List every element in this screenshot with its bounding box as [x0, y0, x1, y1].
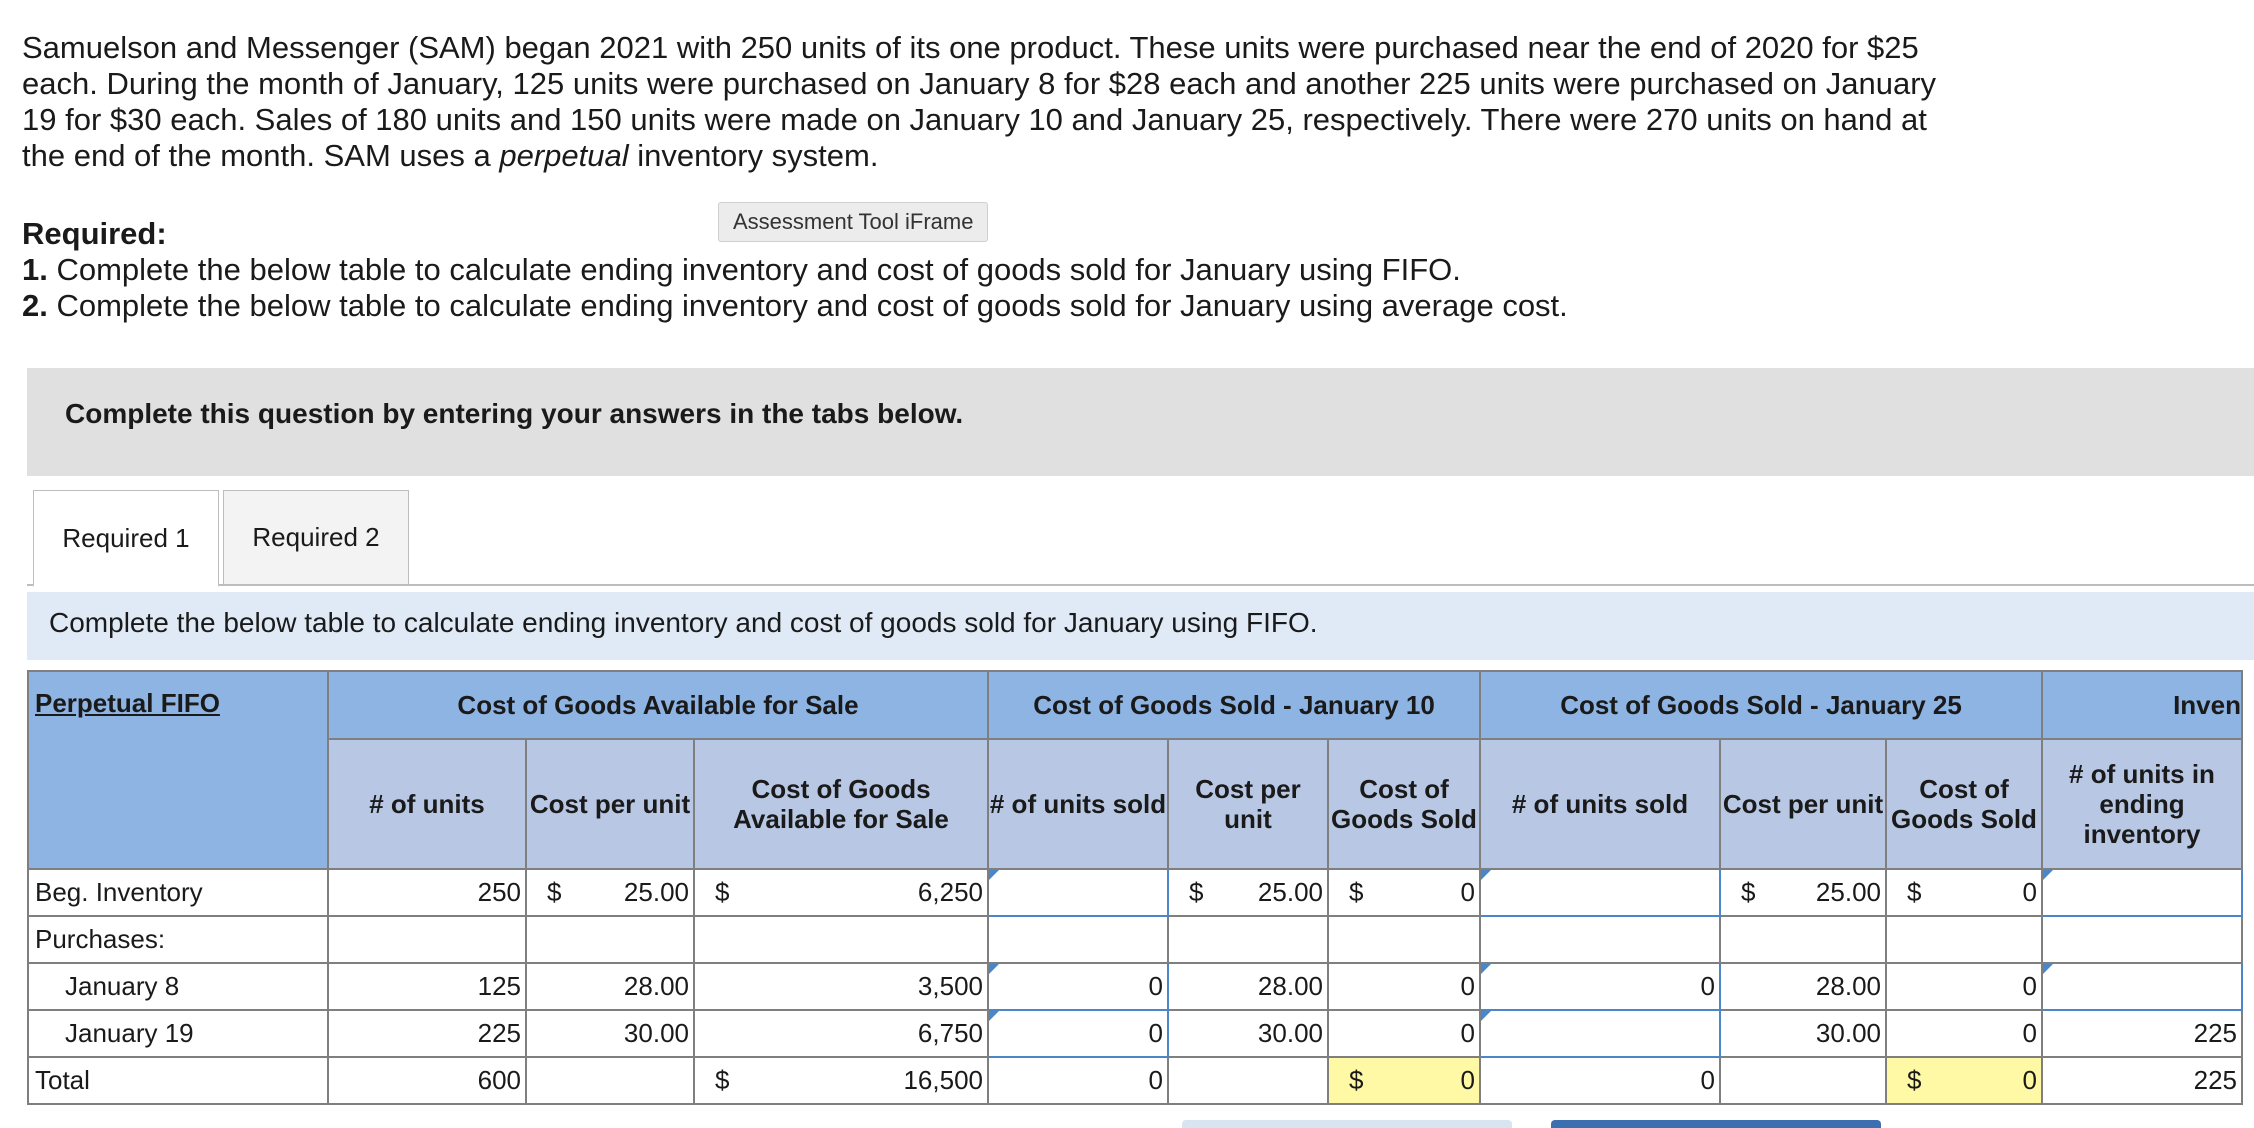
row-label: Purchases:: [27, 915, 329, 964]
cell-empty: [1167, 1056, 1329, 1105]
perpetual-fifo-link[interactable]: Perpetual FIFO: [27, 670, 329, 870]
required-item-2: 2. Complete the below table to calculate…: [22, 288, 1568, 323]
table-row: January 19 225 30.00 6,750 0 30.00 0 30.…: [27, 1009, 2243, 1058]
group-header-goods-available: Cost of Goods Available for Sale: [327, 670, 989, 740]
next-button[interactable]: [1551, 1120, 1881, 1128]
col-j25-cogs: Cost of Goods Sold: [1885, 738, 2043, 870]
tab-required-1[interactable]: Required 1: [33, 490, 219, 587]
cell-cost-per-unit: 30.00: [525, 1009, 695, 1058]
cell-units: 225: [327, 1009, 527, 1058]
cell-cost-per-unit: $25.00: [525, 868, 695, 917]
input-j25-units-sold[interactable]: [1479, 868, 1721, 917]
fifo-table: Perpetual FIFO Cost of Goods Available f…: [27, 670, 2243, 1105]
cell-cogas: 6,750: [693, 1009, 989, 1058]
input-j10-units-sold[interactable]: [987, 868, 1169, 917]
input-j10-units-sold[interactable]: 0: [987, 962, 1169, 1011]
cell-j10-cost-per-unit: 28.00: [1167, 962, 1329, 1011]
input-ending-units[interactable]: [2041, 868, 2243, 917]
cell-j25-cost-per-unit: 30.00: [1719, 1009, 1887, 1058]
cell-total-ending-units: 225: [2041, 1056, 2243, 1105]
group-header-cogs-jan25: Cost of Goods Sold - January 25: [1479, 670, 2043, 740]
col-cogas: Cost of Goods Available for Sale: [693, 738, 989, 870]
cell-empty: [525, 1056, 695, 1105]
cell-total-cogas: $16,500: [693, 1056, 989, 1105]
tab-divider: [27, 584, 2254, 586]
cell-j10-cogs: 0: [1327, 1009, 1481, 1058]
cell-empty: [1719, 1056, 1887, 1105]
cell-j10-cost-per-unit: 30.00: [1167, 1009, 1329, 1058]
col-units: # of units: [327, 738, 527, 870]
col-j10-units-sold: # of units sold: [987, 738, 1169, 870]
col-j10-cost-per-unit: Cost per unit: [1167, 738, 1329, 870]
cell-cogas: $6,250: [693, 868, 989, 917]
tab-required-2[interactable]: Required 2: [223, 490, 409, 584]
input-j10-units-sold[interactable]: 0: [987, 1009, 1169, 1058]
cell-j10-cogs: 0: [1327, 962, 1481, 1011]
cell-total-j10-cogs: $0: [1327, 1056, 1481, 1105]
banner-text: Complete this question by entering your …: [65, 398, 964, 429]
row-label: Total: [27, 1056, 329, 1105]
problem-statement: Samuelson and Messenger (SAM) began 2021…: [22, 30, 1942, 174]
row-label: January 19: [27, 1009, 329, 1058]
cell-j25-cogs: 0: [1885, 1009, 2043, 1058]
row-label: Beg. Inventory: [27, 868, 329, 917]
cell-units: 250: [327, 868, 527, 917]
cell-total-j25-sold: 0: [1479, 1056, 1721, 1105]
problem-emphasis: perpetual: [499, 138, 629, 173]
cell-j25-cost-per-unit: 28.00: [1719, 962, 1887, 1011]
required-title: Required:: [22, 216, 167, 251]
input-j25-units-sold[interactable]: 0: [1479, 962, 1721, 1011]
cell-j25-cogs: $0: [1885, 868, 2043, 917]
tab-instruction: Complete the below table to calculate en…: [27, 592, 2254, 660]
row-label: January 8: [27, 962, 329, 1011]
prev-button[interactable]: [1182, 1120, 1512, 1128]
cell-total-j25-cogs: $0: [1885, 1056, 2043, 1105]
input-j25-units-sold[interactable]: [1479, 1009, 1721, 1058]
cell-j10-cogs: $0: [1327, 868, 1481, 917]
cell-cogas: 3,500: [693, 962, 989, 1011]
assessment-iframe-label: Assessment Tool iFrame: [718, 202, 989, 242]
group-header-inventory: Inven: [2041, 670, 2243, 740]
required-item-1: 1. Complete the below table to calculate…: [22, 252, 1461, 287]
cell-cost-per-unit: 28.00: [525, 962, 695, 1011]
col-cost-per-unit: Cost per unit: [525, 738, 695, 870]
cell-j10-cost-per-unit: $25.00: [1167, 868, 1329, 917]
table-row: Purchases:: [27, 915, 2243, 964]
table-row: January 8 125 28.00 3,500 0 28.00 0 0 28…: [27, 962, 2243, 1011]
col-ending-units: # of units in ending inventory: [2041, 738, 2243, 870]
group-header-cogs-jan10: Cost of Goods Sold - January 10: [987, 670, 1481, 740]
cell-units: 125: [327, 962, 527, 1011]
input-ending-units[interactable]: [2041, 962, 2243, 1011]
table-row-total: Total 600 $16,500 0 $0 0 $0 225: [27, 1056, 2243, 1105]
col-j25-cost-per-unit: Cost per unit: [1719, 738, 1887, 870]
table-row: Beg. Inventory 250 $25.00 $6,250 $25.00 …: [27, 868, 2243, 917]
problem-text-end: inventory system.: [628, 138, 879, 173]
col-j25-units-sold: # of units sold: [1479, 738, 1721, 870]
tab-instruction-text: Complete the below table to calculate en…: [49, 607, 1318, 638]
cell-ending-units: 225: [2041, 1009, 2243, 1058]
cell-j25-cogs: 0: [1885, 962, 2043, 1011]
col-j10-cogs: Cost of Goods Sold: [1327, 738, 1481, 870]
cell-total-j10-sold: 0: [987, 1056, 1169, 1105]
cell-j25-cost-per-unit: $25.00: [1719, 868, 1887, 917]
cell-total-units: 600: [327, 1056, 527, 1105]
instruction-banner: Complete this question by entering your …: [27, 368, 2254, 476]
problem-text: Samuelson and Messenger (SAM) began 2021…: [22, 30, 1937, 173]
